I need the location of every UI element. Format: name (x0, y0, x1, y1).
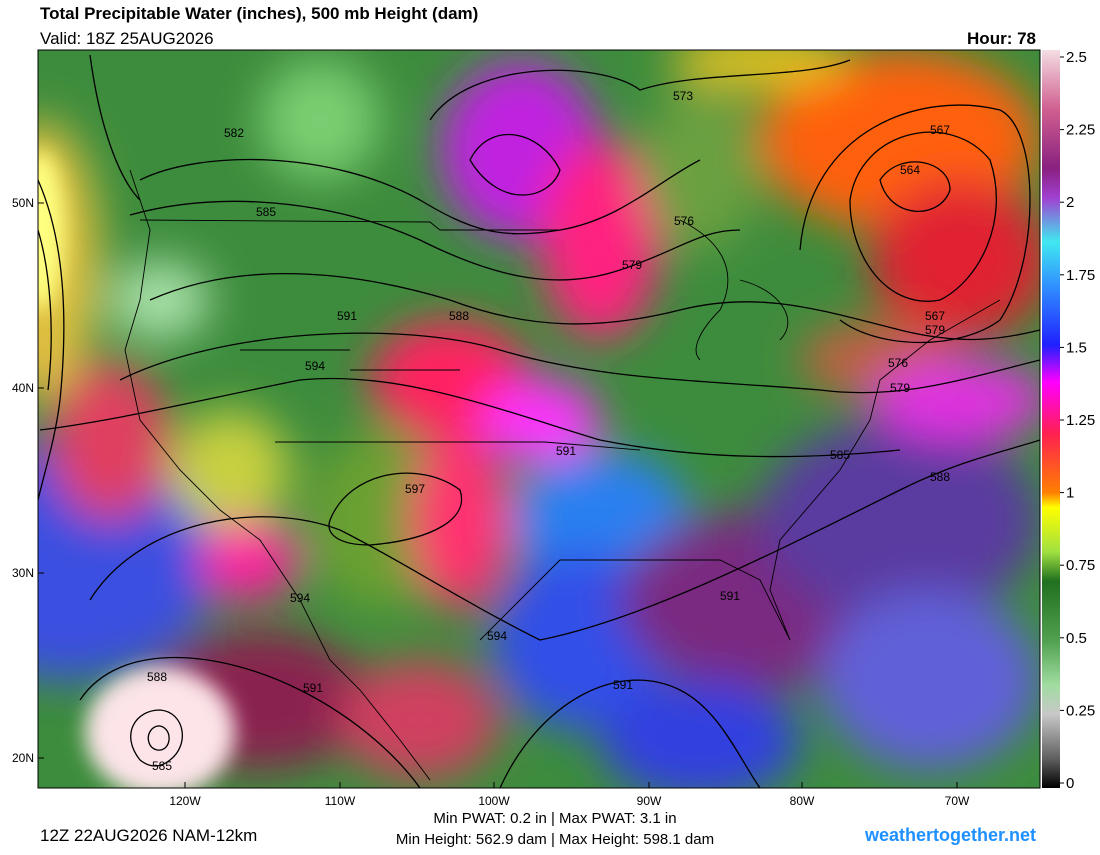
colorbar-label: 1.25 (1066, 412, 1095, 429)
pwat-range: Min PWAT: 0.2 in | Max PWAT: 3.1 in (433, 810, 676, 827)
colorbar-labels: 2.5 2.25 2 1.75 1.5 1.25 1 0.75 0.5 0.25 0 (1060, 49, 1095, 792)
lon-label: 90W (637, 794, 662, 808)
lon-label: 120W (169, 794, 201, 808)
contour-label: 564 (900, 163, 920, 177)
lon-label: 110W (325, 794, 356, 808)
lat-label: 20N (12, 751, 34, 765)
colorbar-label: 2 (1066, 194, 1074, 211)
contour-label: 594 (290, 591, 310, 605)
lat-label: 30N (12, 566, 34, 580)
colorbar (1042, 50, 1060, 788)
contour-label: 576 (674, 214, 694, 228)
map-field (38, 50, 1040, 788)
axis-labels: 50N 40N 30N 20N 120W 110W 100W 90W 80W 70W (12, 196, 970, 808)
contour-label: 576 (888, 356, 908, 370)
contour-label: 591 (556, 444, 576, 458)
colorbar-label: 0.5 (1066, 630, 1087, 647)
lon-label: 70W (945, 794, 970, 808)
map-frame (37, 49, 1041, 789)
colorbar-label: 1.5 (1066, 339, 1087, 356)
contour-label: 594 (305, 359, 325, 373)
contour-label: 591 (613, 678, 633, 692)
contour-label: 588 (449, 309, 469, 323)
title: Total Precipitable Water (inches), 500 m… (40, 4, 478, 23)
lon-label: 100W (478, 794, 510, 808)
contour-label: 588 (930, 470, 950, 484)
colorbar-label: 2.5 (1066, 49, 1087, 66)
contour-label: 591 (720, 589, 740, 603)
contour-label: 597 (405, 482, 425, 496)
site-credit: weathertogether.net (864, 825, 1036, 845)
colorbar-label: 0.25 (1066, 702, 1095, 719)
forecast-hour: Hour: 78 (967, 29, 1036, 48)
lon-label: 80W (790, 794, 815, 808)
contour-label: 591 (337, 309, 357, 323)
contour-label: 585 (830, 448, 850, 462)
colorbar-label: 1 (1066, 485, 1074, 502)
contour-label: 585 (256, 205, 276, 219)
model-run: 12Z 22AUG2026 NAM-12km (40, 826, 257, 845)
contour-label: 573 (673, 89, 693, 103)
contour-label: 579 (890, 381, 910, 395)
contour-label: 579 (925, 323, 945, 337)
height-range: Min Height: 562.9 dam | Max Height: 598.… (396, 831, 714, 848)
lat-label: 40N (12, 381, 34, 395)
colorbar-label: 0.75 (1066, 557, 1095, 574)
contour-label: 579 (622, 258, 642, 272)
colorbar-label: 1.75 (1066, 267, 1095, 284)
valid-time: Valid: 18Z 25AUG2026 (40, 29, 214, 48)
colorbar-label: 0 (1066, 775, 1074, 792)
contour-label: 567 (930, 123, 950, 137)
lat-label: 50N (12, 196, 34, 210)
colorbar-label: 2.25 (1066, 122, 1095, 139)
contour-label: 585 (152, 759, 172, 773)
contour-label: 591 (303, 681, 323, 695)
contour-label: 567 (925, 309, 945, 323)
contour-label: 588 (147, 670, 167, 684)
contour-label: 582 (224, 126, 244, 140)
contour-label: 594 (487, 629, 507, 643)
